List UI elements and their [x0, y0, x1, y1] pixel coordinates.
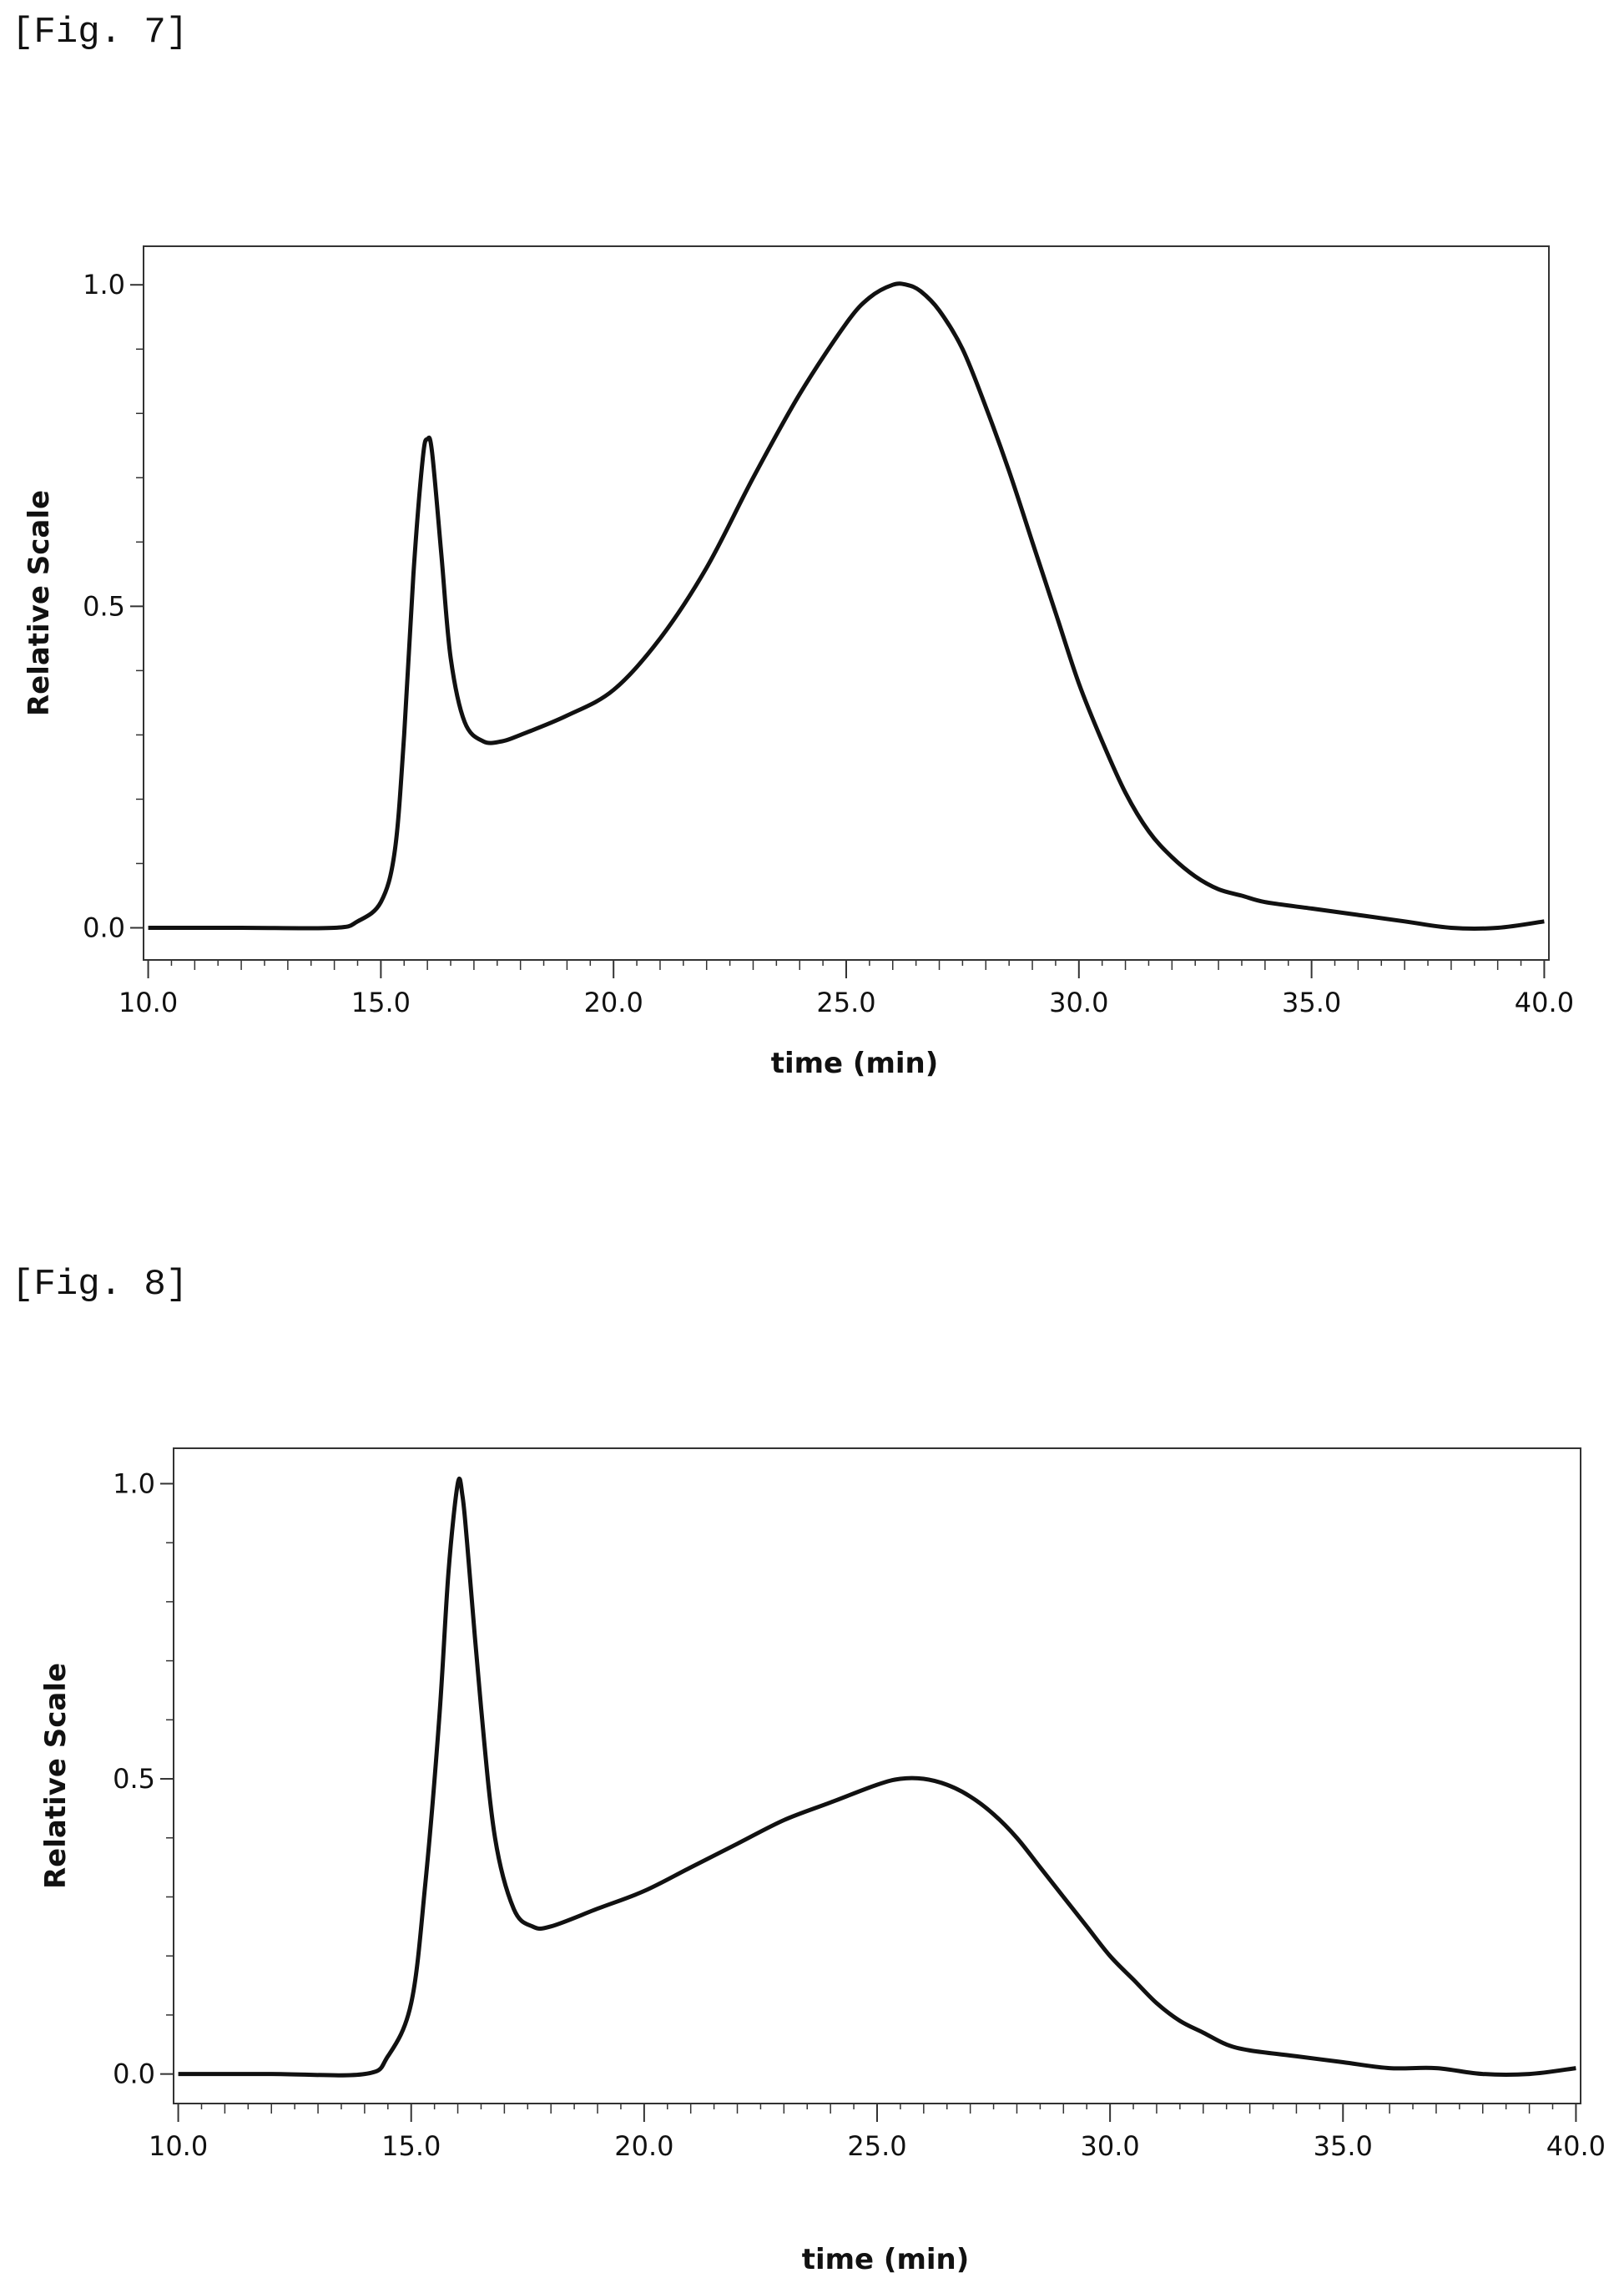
x-tick-label: 30.0 [1049, 987, 1108, 1018]
figure-label: [Fig. 7] [12, 12, 189, 53]
x-tick-label: 35.0 [1314, 2130, 1373, 2162]
series-line [148, 281, 1545, 931]
plot-frame [143, 245, 1550, 961]
x-tick-label: 20.0 [584, 987, 643, 1018]
chart-fig-8: 10.0 15.0 20.0 25.0 30.0 35.0 40.0 0.0 0.5 1.0 tim… [39, 1447, 1606, 2276]
x-axis-title: time (min) [771, 1047, 939, 1080]
y-tick-label: 1.0 [83, 269, 125, 301]
y-tick-label: 1.0 [113, 1467, 155, 1499]
x-axis-title: time (min) [802, 2243, 970, 2276]
series-line [178, 1477, 1576, 2078]
figure-label: [Fig. 8] [12, 1264, 189, 1306]
y-tick-label: 0.0 [83, 912, 125, 943]
x-tick-label: 30.0 [1081, 2130, 1140, 2162]
y-tick-label: 0.5 [113, 1763, 155, 1795]
plot-frame [173, 1447, 1581, 2104]
x-tick-label: 20.0 [614, 2130, 673, 2162]
x-tick-label: 15.0 [381, 2130, 441, 2162]
y-tick-label: 0.5 [83, 590, 125, 622]
x-tick-label: 10.0 [119, 987, 178, 1018]
x-tick-label: 40.0 [1515, 987, 1574, 1018]
x-tick-label: 25.0 [847, 2130, 906, 2162]
y-tick-label: 0.0 [113, 2058, 155, 2090]
x-tick-label: 15.0 [351, 987, 411, 1018]
x-tick-label: 25.0 [816, 987, 875, 1018]
y-axis-title: Relative Scale [39, 1663, 73, 1889]
y-axis-title: Relative Scale [23, 490, 56, 716]
x-tick-label: 40.0 [1546, 2130, 1606, 2162]
x-tick-label: 35.0 [1282, 987, 1341, 1018]
x-tick-label: 10.0 [149, 2130, 208, 2162]
chart-fig-7: 10.0 15.0 20.0 25.0 30.0 35.0 40.0 0.0 0.5 1.0 tim… [23, 245, 1574, 1080]
